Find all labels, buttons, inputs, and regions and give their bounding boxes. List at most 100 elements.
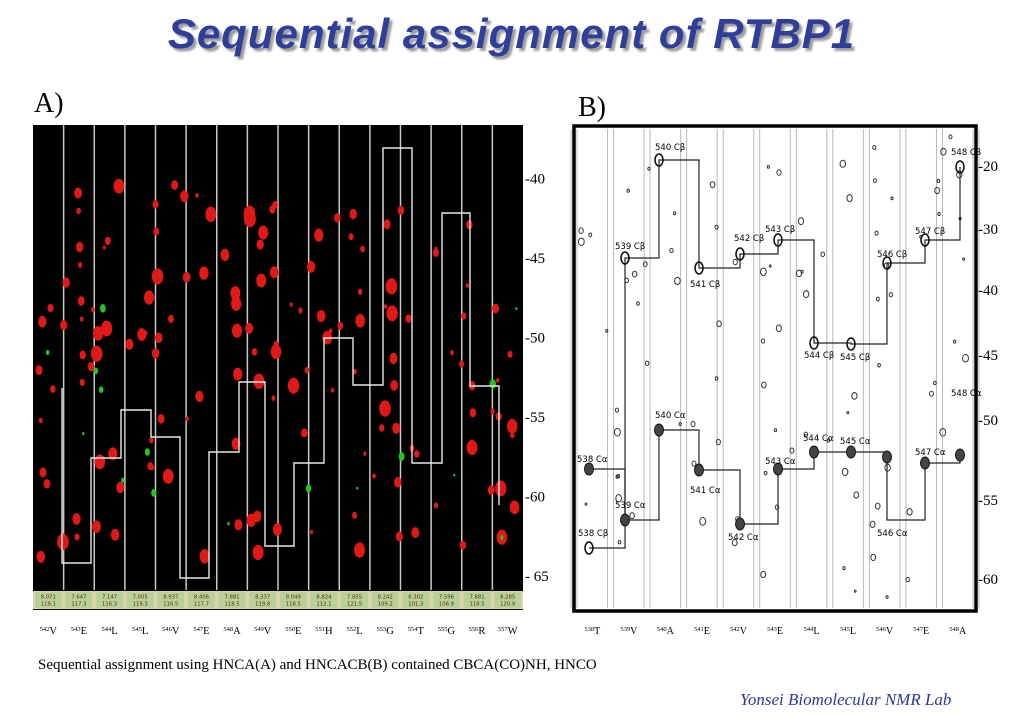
peak-contour <box>874 502 881 510</box>
peak-contour <box>872 144 877 151</box>
peak <box>298 307 303 314</box>
residue-label: 545L <box>132 626 148 637</box>
peak <box>152 200 159 209</box>
peak-green <box>45 349 50 356</box>
peak-contour <box>841 467 849 477</box>
peak <box>252 544 264 561</box>
peak <box>199 266 209 280</box>
peak <box>507 350 513 358</box>
y-tick-label: -60 <box>978 572 998 588</box>
strip-value-h: 8.337 <box>255 595 270 601</box>
peak <box>205 206 217 222</box>
peak-contour <box>933 380 937 386</box>
peak-green <box>500 534 504 540</box>
peak <box>405 314 412 323</box>
strip-value-cell <box>341 592 368 608</box>
ca-walk-path <box>589 429 961 525</box>
peak <box>245 322 254 334</box>
peak-contour <box>763 470 768 476</box>
peak <box>62 277 70 288</box>
peak-contour <box>874 230 879 236</box>
cb-peak <box>620 251 630 265</box>
peak-contour <box>853 491 860 499</box>
cb-peak <box>846 337 856 351</box>
strip-value-cell <box>371 592 399 608</box>
peak-contour <box>775 324 782 333</box>
peak-contour <box>937 211 941 217</box>
peak-contour <box>939 427 947 437</box>
peak <box>231 323 243 338</box>
strip-value-n: 117.3 <box>71 602 86 608</box>
strip-value-cell <box>126 592 154 608</box>
peak-contour <box>631 270 638 278</box>
residue-label: 547E <box>913 626 929 637</box>
strip-value-n: 119.8 <box>255 602 271 608</box>
peak <box>258 225 269 240</box>
peak-contour <box>605 329 609 333</box>
peak <box>269 205 276 214</box>
peak <box>450 350 454 356</box>
slide-title: Sequential assignment of RTBP1 <box>167 10 856 57</box>
peak <box>157 413 165 424</box>
strip-value-cell <box>463 592 491 608</box>
peak <box>90 306 95 313</box>
peak <box>460 312 467 320</box>
strip-value-cell <box>218 592 246 608</box>
peak <box>180 190 189 203</box>
peak-contour <box>588 232 593 238</box>
peak <box>35 365 43 376</box>
peak <box>271 395 276 401</box>
peak <box>506 419 518 434</box>
peak <box>234 519 243 531</box>
peak-contour <box>577 237 585 246</box>
cb-peak-label: 538 Cβ <box>578 529 608 539</box>
peak <box>469 408 477 418</box>
peak-contour <box>644 360 650 366</box>
residue-label: 556R <box>469 626 486 637</box>
peak-contour <box>800 269 804 274</box>
peak <box>155 332 163 344</box>
y-tick-label: -40 <box>525 172 545 188</box>
peak-contour <box>842 566 846 571</box>
peak-contour <box>766 164 770 169</box>
peak-contour <box>647 166 651 171</box>
y-tick-label: -55 <box>978 493 998 509</box>
peak <box>269 266 279 279</box>
peak <box>287 377 300 394</box>
peak <box>102 245 106 250</box>
cb-peak-label: 541 Cβ <box>690 280 720 290</box>
peak-contour <box>773 428 778 433</box>
strip-value-h: 8.049 <box>286 595 301 601</box>
peak <box>300 428 308 438</box>
peak-contour <box>642 261 648 268</box>
peak-contour <box>760 338 766 344</box>
residue-label: 541E <box>694 626 710 637</box>
peak <box>459 540 467 550</box>
residue-label: 553G <box>377 626 395 637</box>
peak-contour <box>797 217 805 226</box>
peak <box>43 478 51 489</box>
strip-value-n: 120.9 <box>500 602 515 608</box>
peak-contour <box>929 390 934 397</box>
peak <box>379 400 391 417</box>
peak-contour <box>690 420 696 428</box>
ca-peak-label: 540 Cα <box>655 411 686 421</box>
peak <box>352 511 358 519</box>
ca-peak <box>654 423 664 437</box>
peak <box>251 348 258 356</box>
peak-contour <box>760 570 767 579</box>
peak-contour <box>732 258 738 266</box>
panel-b-label: B) <box>578 92 606 123</box>
peak <box>87 361 95 372</box>
peak <box>76 207 81 215</box>
strip-value-n: 118.5 <box>224 602 239 608</box>
peak <box>162 468 174 484</box>
cb-peak-label: 545 Cβ <box>840 353 870 363</box>
peak <box>307 261 316 273</box>
peak-contour <box>962 353 969 363</box>
peak-contour <box>846 410 850 415</box>
strip-value-n: 119.1 <box>41 602 56 608</box>
peak-contour <box>691 460 697 467</box>
ca-peak <box>773 462 783 476</box>
peak-contour <box>584 502 588 506</box>
